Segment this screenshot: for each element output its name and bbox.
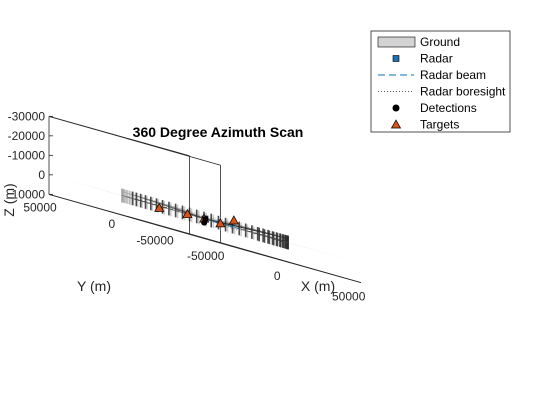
beam-edge — [179, 207, 206, 220]
chart-title: 360 Degree Azimuth Scan — [133, 124, 304, 140]
z-tick-label: 0 — [38, 168, 45, 182]
beam-edge — [204, 218, 271, 234]
axes-floor-edge — [189, 233, 362, 284]
axes-top-edge — [48, 115, 221, 166]
beam-edge — [204, 218, 261, 231]
legend-label: Ground — [420, 35, 460, 49]
beam-edge — [204, 218, 282, 238]
legend-label: Detections — [420, 101, 477, 115]
beam-edge — [143, 197, 206, 220]
beam-edge — [134, 194, 206, 220]
beam-edge — [143, 197, 206, 220]
beam-edge — [204, 218, 230, 223]
z-tick-label: -10000 — [8, 148, 46, 162]
beam-edge — [138, 196, 206, 220]
beam-edge — [180, 208, 206, 220]
radar-beam-scan — [121, 188, 289, 250]
plot-marks — [154, 202, 239, 228]
legend-swatch-radar — [392, 55, 400, 62]
tick-labels: -50000 0 50000 50000 0 -50000 -30000 -20000 -100… — [8, 109, 366, 303]
legend-swatch-ground — [377, 36, 416, 48]
legend-box — [370, 30, 511, 133]
beam-edge — [204, 218, 275, 236]
beam-edge — [148, 199, 206, 220]
z-axis-label: Z (m) — [1, 183, 17, 216]
axes-floor-edge — [48, 193, 190, 235]
beam-edge — [204, 218, 282, 237]
beam-edge — [204, 218, 267, 233]
target-marker-2 — [182, 208, 193, 218]
y-tick-label: 50000 — [23, 201, 57, 215]
legend-label: Targets — [420, 118, 459, 132]
beam-edge — [204, 218, 272, 235]
scan-ring — [121, 195, 289, 243]
beam-edge — [204, 218, 276, 236]
legend-swatch-targets — [390, 119, 402, 129]
legend-label: Radar beam — [420, 68, 486, 82]
target-marker-0 — [154, 202, 165, 212]
x-tick-label: -50000 — [187, 249, 225, 263]
x-axis-label: X (m) — [301, 278, 335, 294]
target-marker-1 — [228, 215, 239, 225]
beam-edge — [204, 218, 279, 237]
radar-boresight-current — [204, 218, 242, 232]
legend: Ground Radar Radar beam Radar boresight Dete… — [370, 30, 511, 133]
beam-edge — [204, 218, 279, 237]
x-tick-label: 50000 — [332, 290, 366, 304]
z-tick-label: 10000 — [12, 187, 46, 201]
y-axis-label: Y (m) — [77, 278, 111, 294]
beam-edge — [131, 193, 206, 220]
beam-edge — [148, 198, 206, 220]
beam-edge — [204, 218, 244, 226]
axes-box — [48, 115, 362, 284]
y-tick-label: -50000 — [136, 233, 174, 247]
z-tick-label: -30000 — [8, 109, 46, 123]
beam-edge — [204, 218, 267, 233]
beam-edge — [134, 195, 206, 220]
x-tick-label: 0 — [274, 269, 281, 283]
target-marker-4 — [215, 218, 226, 228]
legend-label: Radar — [420, 52, 453, 66]
beam-edge — [204, 218, 250, 228]
z-tick-label: -20000 — [8, 129, 46, 143]
legend-label: Radar boresight — [420, 85, 506, 99]
y-tick-label: 0 — [109, 217, 116, 231]
detection-marker-1 — [202, 216, 209, 223]
legend-swatch-detections — [392, 104, 400, 112]
